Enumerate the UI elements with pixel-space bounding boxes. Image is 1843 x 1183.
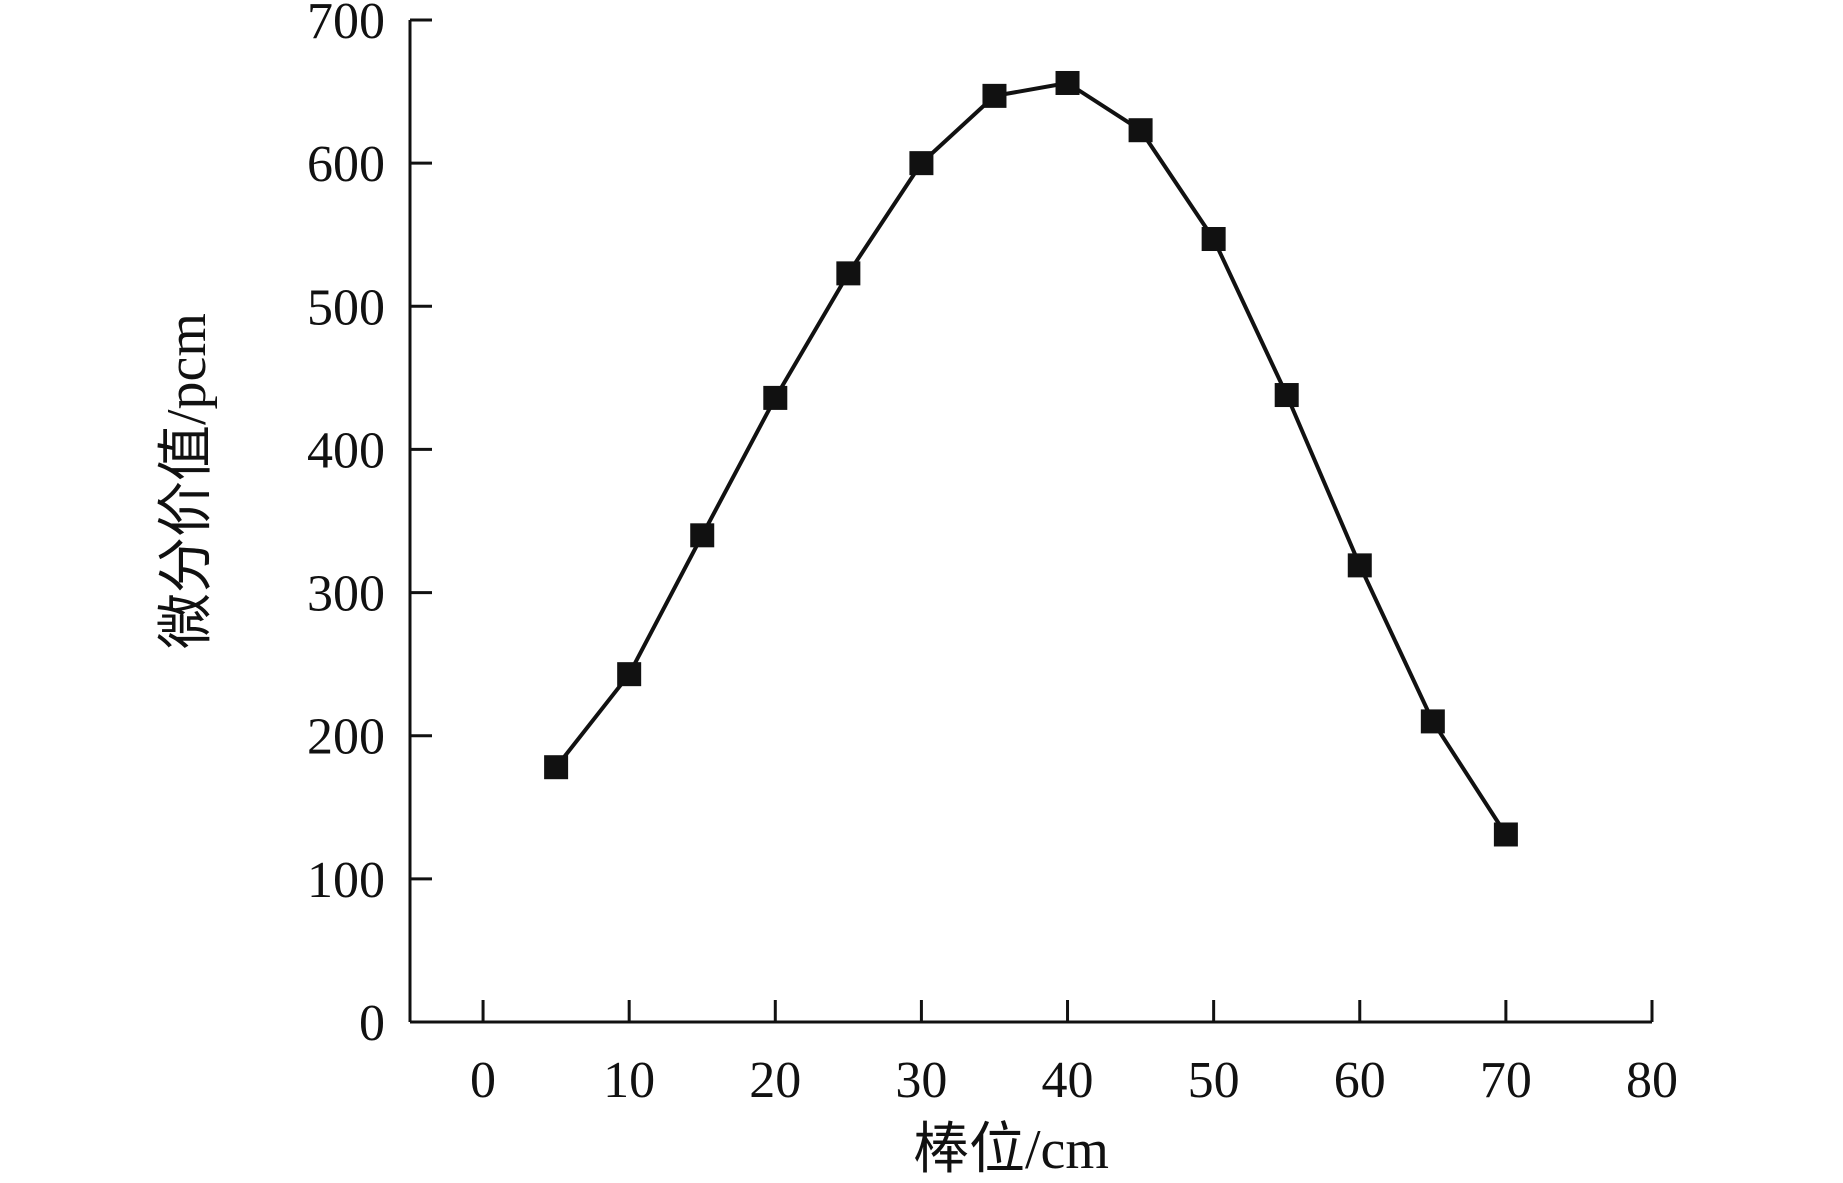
data-point-marker: [763, 385, 788, 410]
data-point-marker: [1128, 118, 1153, 143]
y-tick-label: 700: [307, 0, 385, 50]
y-tick-label: 0: [359, 995, 385, 1052]
x-tick-label: 30: [895, 1052, 947, 1109]
x-ticks: 0 10 20 30 40 50 60 70 80: [470, 1000, 1678, 1109]
data-point-marker: [1420, 709, 1445, 734]
x-tick-label: 50: [1188, 1052, 1240, 1109]
y-tick-label: 500: [307, 279, 385, 336]
x-tick-label: 80: [1626, 1052, 1678, 1109]
data-point-marker: [982, 83, 1007, 108]
data-point-marker: [1201, 227, 1226, 252]
x-tick-label: 0: [470, 1052, 496, 1109]
series-group: [544, 70, 1518, 847]
data-point-marker: [690, 523, 715, 548]
y-tick-label: 400: [307, 422, 385, 479]
x-tick-label: 20: [749, 1052, 801, 1109]
y-axis-title: 微分价值/pcm: [156, 313, 218, 649]
axes: [408, 20, 1652, 1024]
data-point-marker: [909, 151, 934, 176]
y-tick-label: 300: [307, 566, 385, 623]
data-point-marker: [544, 755, 569, 780]
y-ticks: 0 100 200 300 400 500 600 700: [307, 0, 432, 1052]
data-point-marker: [1347, 553, 1372, 578]
x-tick-label: 40: [1042, 1052, 1094, 1109]
x-tick-label: 60: [1334, 1052, 1386, 1109]
data-point-marker: [1274, 383, 1299, 408]
x-tick-label: 70: [1480, 1052, 1532, 1109]
series-line: [554, 81, 1508, 836]
x-axis-title: 棒位/cm: [913, 1119, 1109, 1181]
y-tick-label: 200: [307, 709, 385, 766]
y-tick-label: 100: [307, 852, 385, 909]
data-point-marker: [617, 662, 642, 687]
data-point-marker: [1055, 70, 1080, 95]
y-tick-label: 600: [307, 136, 385, 193]
data-point-marker: [1493, 822, 1518, 847]
data-point-marker: [836, 261, 861, 286]
x-tick-label: 10: [603, 1052, 655, 1109]
